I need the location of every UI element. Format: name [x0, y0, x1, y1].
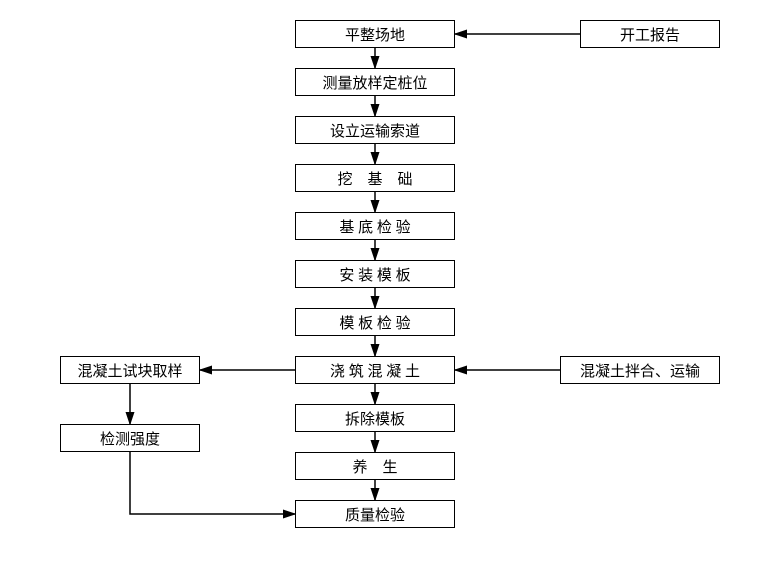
node-n4: 挖 基 础	[295, 164, 455, 192]
node-r1: 开工报告	[580, 20, 720, 48]
node-n8: 浇 筑 混 凝 土	[295, 356, 455, 384]
node-label: 检测强度	[100, 428, 160, 449]
node-label: 安 装 模 板	[339, 264, 410, 285]
node-n2: 测量放样定桩位	[295, 68, 455, 96]
node-n11: 质量检验	[295, 500, 455, 528]
node-n10: 养 生	[295, 452, 455, 480]
node-n5: 基 底 检 验	[295, 212, 455, 240]
node-l2: 检测强度	[60, 424, 200, 452]
node-label: 挖 基 础	[337, 168, 412, 189]
node-label: 拆除模板	[345, 408, 405, 429]
node-label: 测量放样定桩位	[322, 72, 427, 93]
node-l1: 混凝土试块取样	[60, 356, 200, 384]
node-label: 基 底 检 验	[339, 216, 410, 237]
node-n3: 设立运输索道	[295, 116, 455, 144]
node-label: 设立运输索道	[330, 120, 420, 141]
node-n7: 模 板 检 验	[295, 308, 455, 336]
flowchart-container: 平整场地 测量放样定桩位 设立运输索道 挖 基 础 基 底 检 验 安 装 模 …	[0, 0, 760, 570]
node-label: 质量检验	[345, 504, 405, 525]
node-r2: 混凝土拌合、运输	[560, 356, 720, 384]
node-n1: 平整场地	[295, 20, 455, 48]
node-label: 浇 筑 混 凝 土	[330, 360, 420, 381]
node-label: 混凝土拌合、运输	[580, 360, 700, 381]
node-label: 模 板 检 验	[339, 312, 410, 333]
node-label: 开工报告	[620, 24, 680, 45]
node-label: 养 生	[352, 456, 397, 477]
node-n6: 安 装 模 板	[295, 260, 455, 288]
node-n9: 拆除模板	[295, 404, 455, 432]
node-label: 平整场地	[345, 24, 405, 45]
node-label: 混凝土试块取样	[77, 360, 182, 381]
